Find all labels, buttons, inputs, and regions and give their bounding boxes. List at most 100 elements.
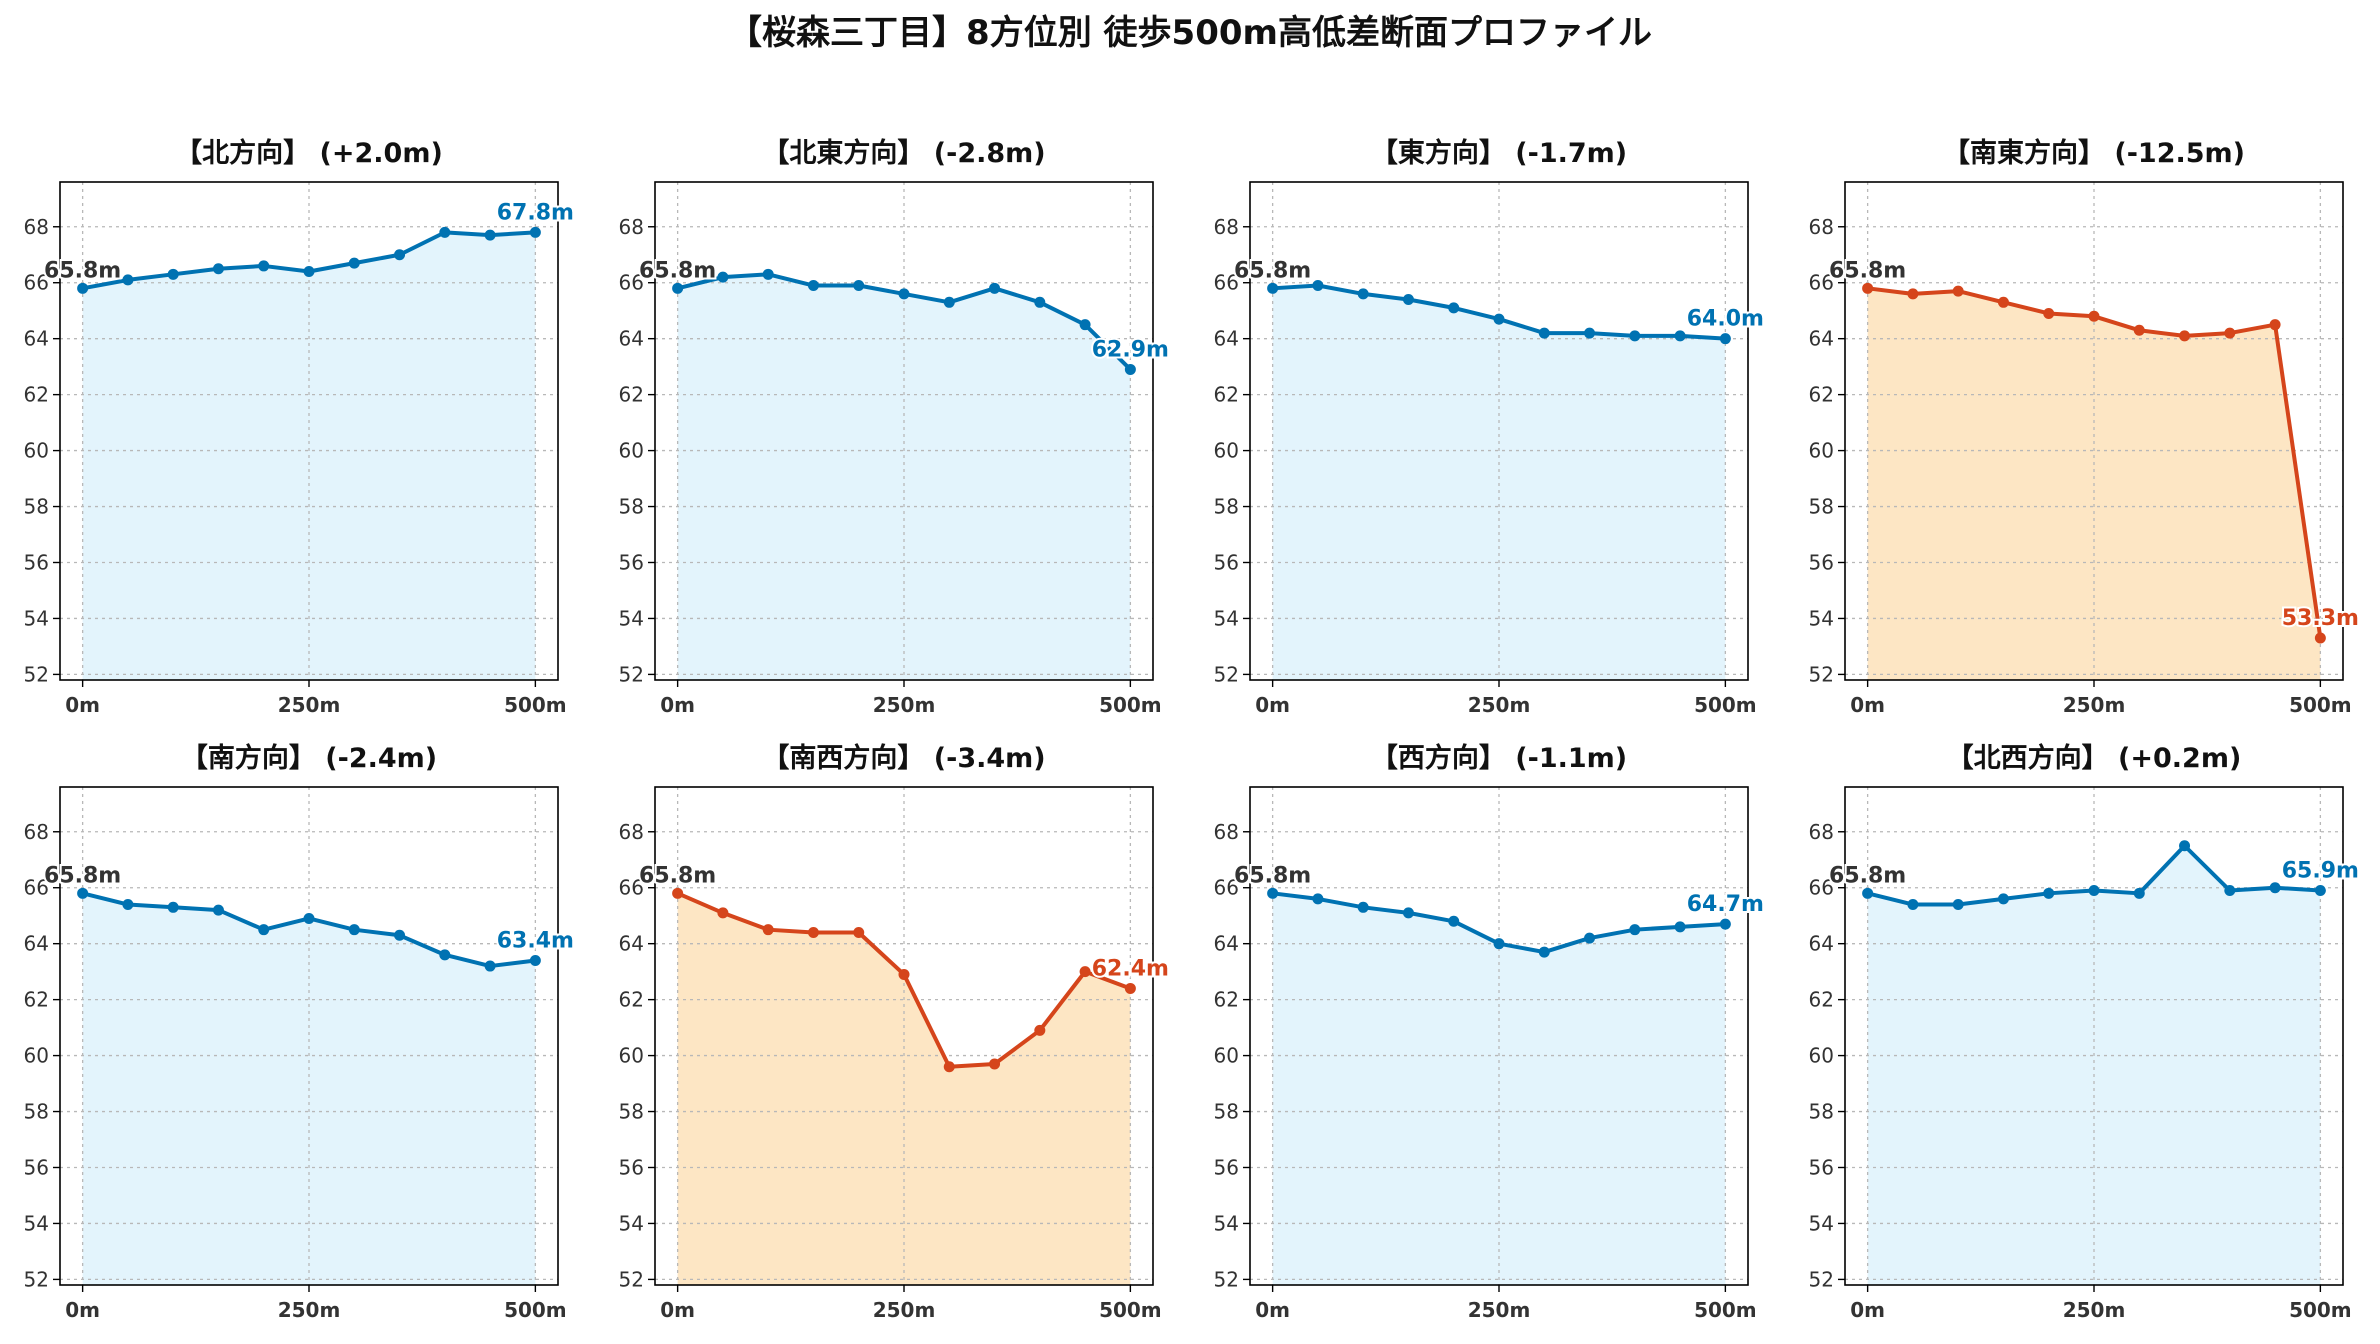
y-tick-label: 62 [619,383,644,407]
profile-point [807,926,819,938]
y-tick-label: 54 [24,1211,49,1235]
start-elevation-label: 65.8m [44,863,121,888]
end-elevation-label: 62.4m [1092,956,1169,981]
profile-point [2269,319,2281,331]
start-elevation-label: 65.8m [1829,258,1906,283]
profile-point [1448,302,1460,314]
start-elevation-label: 65.8m [1829,863,1906,888]
y-tick-label: 54 [24,606,49,630]
y-tick-label: 52 [1809,662,1834,686]
y-tick-label: 62 [1809,383,1834,407]
profile-point [529,954,541,966]
profile-point [1402,907,1414,919]
x-tick-label: 500m [1694,1298,1757,1322]
y-tick-label: 64 [24,932,49,956]
figure-title: 【桜森三丁目】8方位別 徒歩500m高低差断面プロファイル [728,13,1652,53]
y-tick-label: 52 [1214,662,1239,686]
profile-point [77,887,89,899]
y-tick-label: 62 [1214,988,1239,1012]
y-tick-label: 56 [1809,1155,1834,1179]
profile-point [1124,363,1136,375]
y-tick-label: 64 [619,932,644,956]
start-elevation-label: 65.8m [639,863,716,888]
y-tick-label: 64 [1214,327,1239,351]
profile-point [1584,327,1596,339]
profile-point [2179,840,2191,852]
profile-point [2133,324,2145,336]
x-tick-label: 250m [2063,1298,2126,1322]
profile-point [2179,330,2191,342]
x-tick-label: 250m [873,1298,936,1322]
profile-point [439,949,451,961]
profile-area-fill [1867,845,2321,1285]
y-tick-label: 56 [1214,1155,1239,1179]
profile-point [348,924,360,936]
profile-point [853,926,865,938]
end-elevation-label: 67.8m [497,200,574,225]
panel-6: 【南西方向】 (-3.4m) 52 54 56 58 60 62 64 66 68 0m 250m 50… [619,742,1171,1322]
y-tick-label: 54 [1809,1211,1834,1235]
profile-point [1674,921,1686,933]
profile-point [258,924,270,936]
x-tick-label: 250m [873,693,936,717]
panel-4: 【南東方向】 (-12.5m) 52 54 56 58 60 62 64 66 68 0m 250m 5… [1809,137,2361,717]
profile-point [1538,946,1550,958]
y-tick-label: 58 [1214,1100,1239,1124]
end-elevation-label: 65.9m [2282,859,2359,884]
y-tick-label: 64 [1809,327,1834,351]
x-tick-label: 0m [1850,1298,1885,1322]
x-tick-label: 500m [1099,1298,1162,1322]
y-tick-label: 52 [619,1267,644,1291]
end-elevation-label: 63.4m [497,928,574,953]
y-tick-label: 66 [1214,876,1239,900]
panel-grid: 【北方向】 (+2.0m) 52 54 56 58 60 62 64 66 68 0m 250m 500… [24,137,2361,1322]
y-tick-label: 68 [619,820,644,844]
profile-point [853,280,865,292]
profile-point [484,960,496,972]
profile-point [1952,899,1964,911]
profile-point [394,249,406,261]
y-tick-label: 60 [1809,439,1834,463]
profile-point [1402,294,1414,306]
x-tick-label: 500m [2289,693,2352,717]
profile-point [122,274,134,286]
profile-point [258,260,270,272]
profile-point [1267,887,1279,899]
x-tick-label: 0m [660,1298,695,1322]
profile-point [762,924,774,936]
y-tick-label: 62 [619,988,644,1012]
y-tick-label: 60 [619,1044,644,1068]
x-tick-label: 250m [2063,693,2126,717]
profile-point [717,271,729,283]
x-tick-label: 0m [660,693,695,717]
profile-point [943,1061,955,1073]
profile-point [672,887,684,899]
profile-point [989,282,1001,294]
profile-point [167,268,179,280]
panel-2: 【北東方向】 (-2.8m) 52 54 56 58 60 62 64 66 68 0m 250m 50… [619,137,1171,717]
profile-point [529,226,541,238]
profile-point [394,929,406,941]
profile-point [807,280,819,292]
y-tick-label: 60 [24,1044,49,1068]
profile-point [2043,887,2055,899]
end-elevation-label: 64.0m [1687,307,1764,332]
y-tick-label: 56 [619,1155,644,1179]
panel-7: 【西方向】 (-1.1m) 52 54 56 58 60 62 64 66 68 0m 250m 500… [1214,742,1766,1322]
panel-3: 【東方向】 (-1.7m) 52 54 56 58 60 62 64 66 68 0m 250m 500… [1214,137,1766,717]
panel-5: 【南方向】 (-2.4m) 52 54 56 58 60 62 64 66 68 0m 250m 500… [24,742,576,1322]
profile-point [1079,966,1091,978]
profile-point [1997,893,2009,905]
start-elevation-label: 65.8m [44,258,121,283]
profile-point [1448,915,1460,927]
end-elevation-label: 53.3m [2282,606,2359,631]
y-tick-label: 64 [619,327,644,351]
profile-point [762,268,774,280]
profile-point [1357,288,1369,300]
profile-point [1034,296,1046,308]
y-tick-label: 54 [1214,1211,1239,1235]
profile-point [898,968,910,980]
y-tick-label: 60 [1214,1044,1239,1068]
profile-point [1997,296,2009,308]
y-tick-label: 52 [1214,1267,1239,1291]
